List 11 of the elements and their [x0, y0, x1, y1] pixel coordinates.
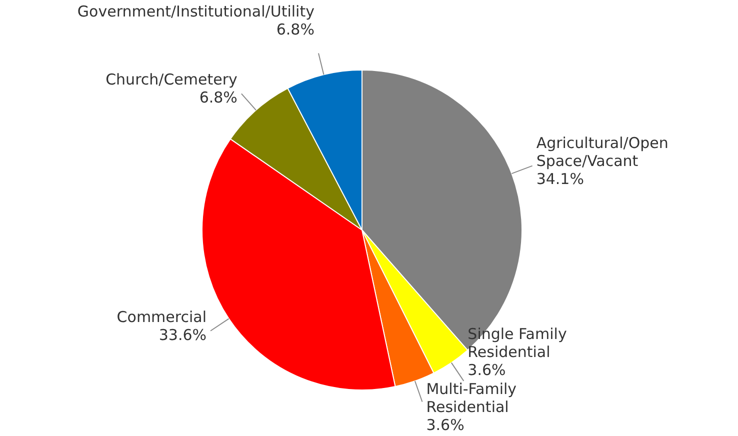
data-label: 3.6% [426, 416, 464, 434]
slice-label: Church/Cemetery [106, 70, 238, 89]
slice-label: Commercial [116, 308, 207, 326]
slice-label: Multi-Family Residential [426, 380, 517, 416]
slice-label: Government/Institutional/Utility [77, 2, 315, 20]
slice-label: Agricultural/Open Space/Vacant [536, 134, 668, 170]
data-label: 3.6% [468, 361, 506, 379]
data-label: 34.1% [536, 170, 584, 188]
data-label: 6.8% [276, 20, 314, 38]
data-label: 33.6% [158, 326, 207, 344]
data-label: 6.8% [199, 88, 238, 107]
